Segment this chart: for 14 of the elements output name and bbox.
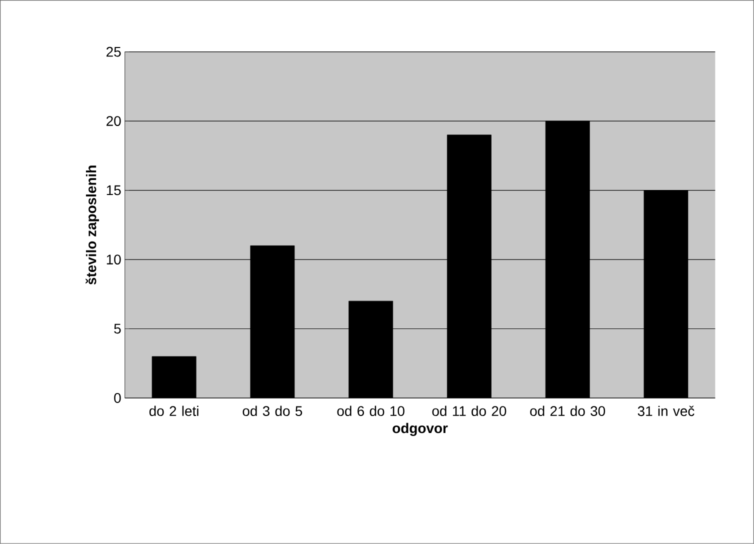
x-axis-title: odgovor — [392, 422, 448, 436]
x-tick-label: od 21 do 30 — [530, 406, 606, 416]
x-tick-label: od 6 do 10 — [337, 406, 404, 416]
x-tick-label: od 11 do 20 — [432, 406, 506, 416]
y-tick-label: 10 — [106, 254, 121, 265]
y-tick-label: 5 — [114, 324, 121, 334]
x-tick-label: do 2 leti — [149, 406, 198, 416]
y-tick-label: 20 — [106, 116, 121, 126]
y-tick-label: 15 — [106, 185, 121, 196]
x-tick-label: od 3 do 5 — [242, 406, 302, 416]
x-tick-label: 31 in več — [638, 406, 694, 416]
y-tick-label: 25 — [106, 46, 121, 57]
y-tick-label: 0 — [114, 393, 121, 404]
y-axis-title: število zaposlenih — [86, 166, 99, 285]
